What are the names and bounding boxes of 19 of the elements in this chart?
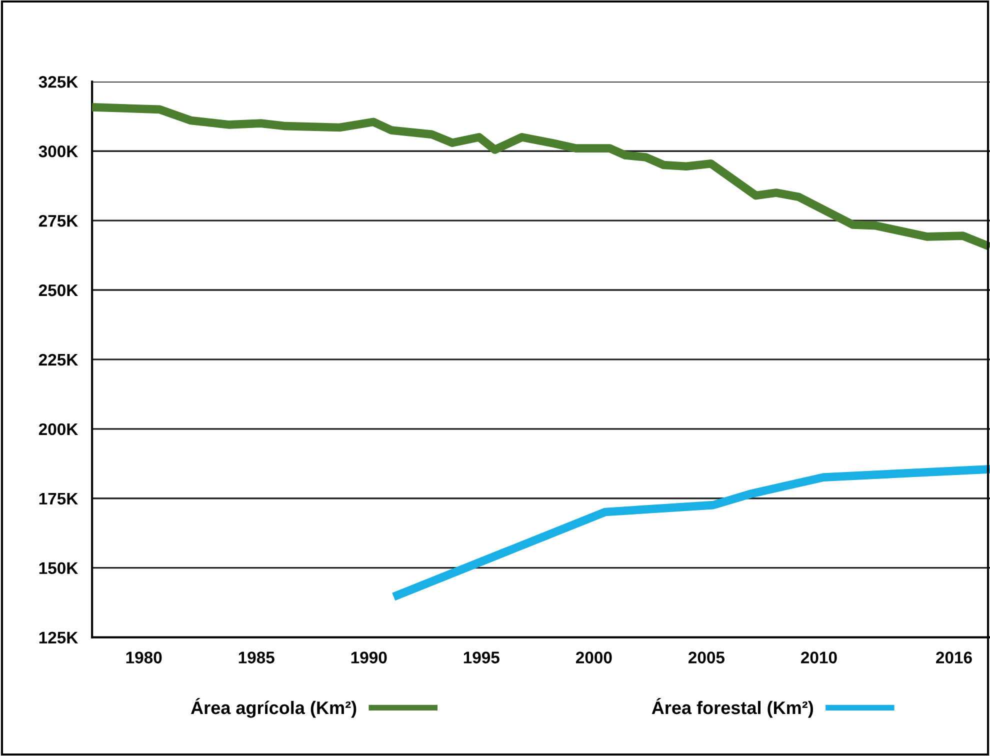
y-tick-label: 200K (38, 423, 78, 436)
y-tick-label: 250K (38, 284, 78, 296)
x-tick-label: 2005 (688, 652, 725, 664)
y-tick-label: 300K (38, 146, 78, 158)
x-tick-label: 1985 (238, 652, 274, 664)
x-tick-label: 1995 (464, 652, 500, 664)
legend-label: Área agrícola (Km²) (190, 698, 356, 718)
y-tick-label: 125K (39, 632, 78, 644)
y-tick-label: 175K (39, 492, 78, 505)
x-tick-label: 1980 (126, 652, 162, 664)
y-tick-label: 325K (38, 76, 78, 88)
x-tick-label: 2016 (936, 652, 972, 664)
y-tick-label: 225K (38, 354, 78, 366)
y-tick-label: 150K (39, 562, 78, 574)
legend-label: Área forestal (Km²) (652, 698, 814, 718)
x-tick-label: 1990 (351, 652, 387, 664)
x-tick-label: 2010 (801, 652, 837, 664)
x-tick-label: 2000 (576, 652, 612, 664)
y-tick-label: 275K (38, 214, 78, 227)
